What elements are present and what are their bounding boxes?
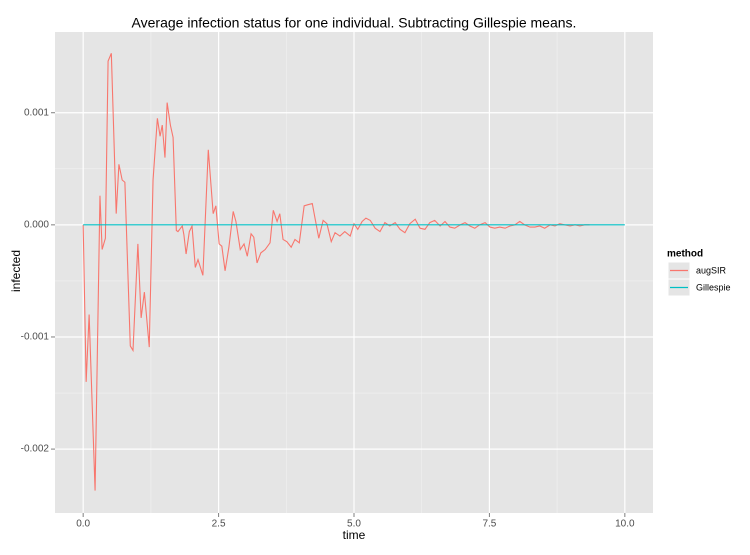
y-tick-label: 0.001: [24, 107, 49, 118]
x-tick-label: 5.0: [347, 519, 361, 530]
x-axis-title: time: [343, 528, 366, 542]
x-tick-label: 10.0: [615, 519, 635, 530]
y-tick-label: -0.002: [21, 444, 50, 455]
x-tick-label: 2.5: [212, 519, 226, 530]
x-tick-label: 7.5: [482, 519, 496, 530]
legend-label: Gillespie: [696, 282, 731, 292]
legend-label: augSIR: [696, 265, 727, 275]
y-axis-title: infected: [9, 250, 23, 292]
y-tick-label: 0.000: [24, 219, 49, 230]
x-tick-label: 0.0: [76, 519, 90, 530]
chart-title: Average infection status for one individ…: [132, 15, 577, 31]
y-tick-label: -0.001: [21, 332, 50, 343]
legend-title: method: [667, 249, 703, 260]
